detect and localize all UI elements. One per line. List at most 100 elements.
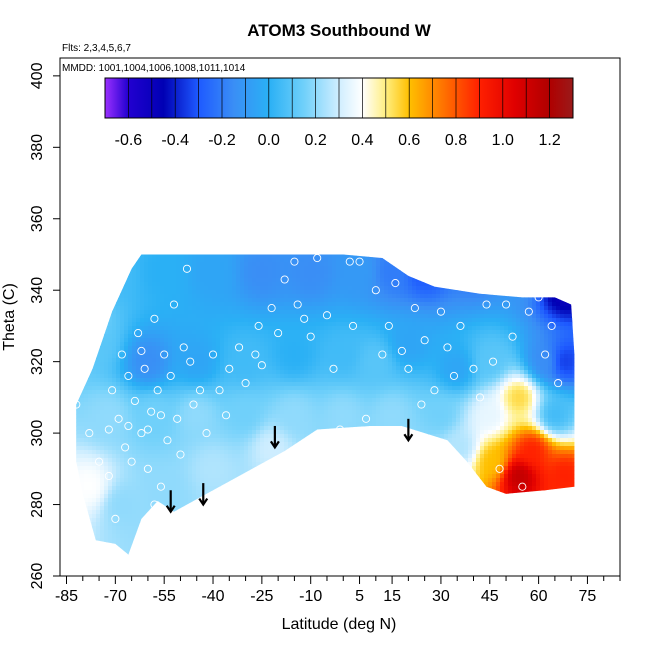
dates-note: MMDD: 1001,1004,1006,1008,1011,1014 (62, 63, 246, 74)
heatmap-cell (80, 510, 85, 515)
heatmap-cell (168, 258, 173, 263)
heatmap-cell (184, 494, 189, 499)
heatmap-cell (176, 450, 181, 455)
heatmap-cell (76, 430, 77, 435)
heatmap-cell (156, 242, 160, 246)
heatmap-cell (104, 566, 108, 570)
heatmap-cell (200, 166, 204, 170)
heatmap-cell (188, 334, 193, 339)
heatmap-cell (80, 198, 84, 202)
heatmap-cell (128, 230, 132, 234)
heatmap-cell (192, 190, 196, 194)
heatmap-cell (80, 162, 84, 166)
heatmap-cell (88, 270, 93, 275)
heatmap-cell (76, 182, 80, 186)
heatmap-cell (64, 98, 68, 102)
heatmap-cell (168, 546, 173, 551)
heatmap-cell (172, 270, 177, 275)
heatmap-cell (148, 514, 153, 519)
heatmap-cell (64, 114, 68, 118)
heatmap-cell (76, 434, 77, 439)
heatmap-cell (92, 166, 96, 170)
heatmap-cell (192, 262, 197, 267)
heatmap-cell (84, 222, 88, 226)
heatmap-cell (200, 418, 205, 423)
heatmap-cell (208, 374, 213, 379)
heatmap-cell (200, 382, 205, 387)
heatmap-cell (108, 262, 113, 267)
heatmap-cell (176, 454, 181, 459)
heatmap-cell (112, 418, 117, 423)
heatmap-cell (76, 550, 77, 555)
heatmap-cell (132, 342, 137, 347)
heatmap-cell (164, 410, 169, 415)
heatmap-cell (104, 322, 109, 327)
heatmap-cell (60, 406, 64, 410)
heatmap-cell (84, 130, 88, 134)
heatmap-cell (80, 390, 85, 395)
heatmap-cell (176, 262, 181, 267)
heatmap-cell (188, 306, 193, 311)
heatmap-cell (152, 546, 157, 551)
heatmap-cell (192, 418, 197, 423)
heatmap-cell (156, 370, 161, 375)
heatmap-cell (116, 250, 120, 254)
heatmap-cell (176, 230, 180, 234)
heatmap-cell (64, 406, 68, 410)
heatmap-cell (108, 254, 113, 259)
heatmap-cell (176, 282, 181, 287)
heatmap-cell (128, 118, 132, 122)
heatmap-cell (180, 522, 185, 527)
heatmap-cell (140, 558, 144, 562)
heatmap-cell (60, 414, 64, 418)
heatmap-cell (156, 358, 161, 363)
heatmap-cell (120, 118, 124, 122)
heatmap-cell (60, 446, 64, 450)
heatmap-cell (60, 390, 64, 394)
heatmap-cell (196, 314, 201, 319)
heatmap-cell (148, 238, 152, 242)
heatmap-cell (172, 390, 177, 395)
heatmap-cell (196, 306, 201, 311)
heatmap-cell (152, 202, 156, 206)
heatmap-cell (188, 294, 193, 299)
heatmap-cell (88, 58, 92, 62)
heatmap-cell (152, 354, 157, 359)
heatmap-cell (76, 474, 81, 479)
heatmap-cell (196, 122, 200, 126)
heatmap-cell (92, 86, 96, 90)
heatmap-cell (128, 418, 133, 423)
heatmap-cell (116, 374, 121, 379)
heatmap-cell (96, 138, 100, 142)
heatmap-cell (176, 318, 181, 323)
heatmap-cell (108, 534, 113, 539)
heatmap-cell (136, 286, 141, 291)
heatmap-cell (92, 118, 96, 122)
heatmap-cell (164, 510, 169, 515)
heatmap-cell (88, 102, 92, 106)
heatmap-cell (60, 234, 64, 238)
heatmap-cell (200, 554, 205, 555)
heatmap-cell (108, 394, 113, 399)
heatmap-cell (180, 242, 184, 246)
heatmap-cell (188, 286, 193, 291)
heatmap-cell (76, 462, 81, 467)
heatmap-cell (120, 362, 125, 367)
heatmap-cell (120, 518, 125, 523)
heatmap-cell (116, 402, 121, 407)
heatmap-cell (128, 394, 133, 399)
heatmap-cell (128, 466, 133, 471)
heatmap-cell (192, 246, 196, 250)
heatmap-cell (200, 202, 204, 206)
heatmap-cell (176, 370, 181, 375)
heatmap-cell (204, 226, 208, 230)
heatmap-cell (152, 214, 156, 218)
heatmap-cell (80, 386, 85, 391)
heatmap-cell (140, 318, 145, 323)
heatmap-cell (76, 358, 81, 363)
heatmap-cell (100, 454, 105, 459)
heatmap-cell (60, 570, 64, 574)
heatmap-cell (116, 270, 121, 275)
heatmap-cell (68, 86, 72, 90)
heatmap-cell (140, 374, 145, 379)
